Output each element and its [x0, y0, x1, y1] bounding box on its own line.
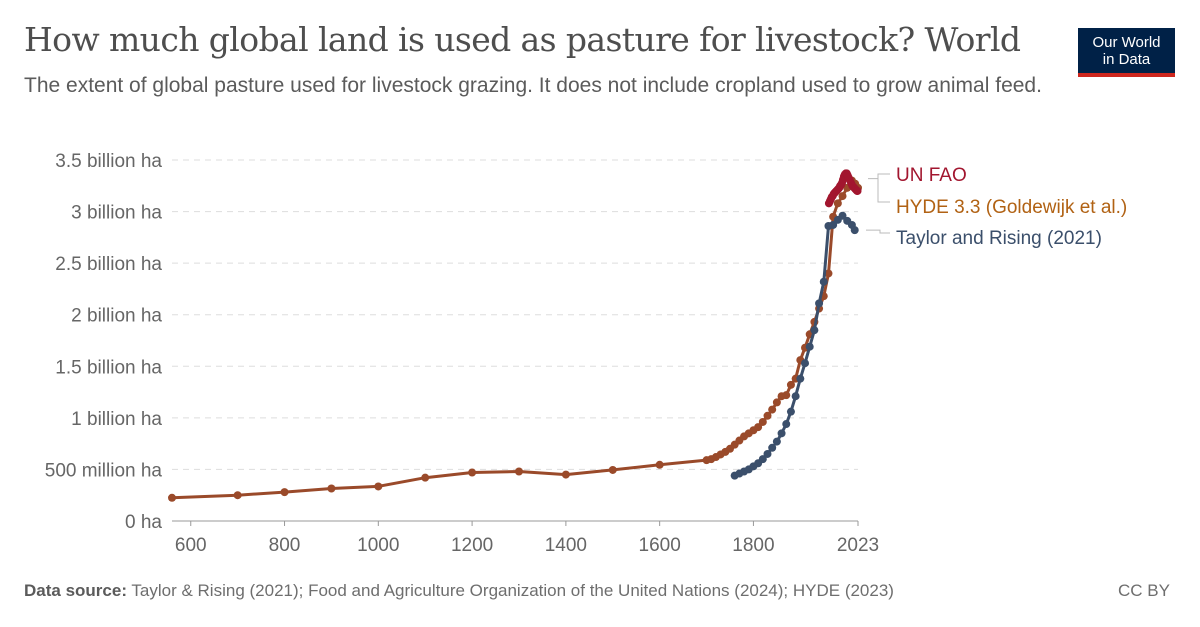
x-tick-label: 1000 — [357, 535, 399, 556]
x-tick-label: 1400 — [545, 535, 587, 556]
logo-accent-bar — [1078, 73, 1175, 77]
gridlines — [172, 159, 858, 470]
legend-label: Taylor and Rising (2021) — [896, 228, 1102, 249]
data-point — [327, 484, 336, 493]
y-tick-label: 2 billion ha — [71, 306, 162, 327]
legend-label: HYDE 3.3 (Goldewijk et al.) — [896, 197, 1127, 218]
data-point — [754, 423, 763, 432]
data-point — [608, 465, 617, 474]
data-point — [810, 326, 819, 335]
data-point — [833, 199, 842, 208]
data-source-text: Taylor & Rising (2021); Food and Agricul… — [126, 581, 894, 600]
data-point — [853, 186, 862, 195]
data-point — [772, 398, 781, 407]
x-axis: 600 800 1000 1200 1400 1600 1800 2023 — [172, 520, 879, 556]
y-tick-label: 1.5 billion ha — [55, 357, 162, 378]
series-1 — [824, 169, 862, 208]
x-tick-label: 2023 — [837, 535, 879, 556]
data-point — [782, 420, 791, 429]
x-tick-label: 800 — [269, 535, 301, 556]
y-tick-label: 2.5 billion ha — [55, 254, 162, 275]
data-point — [786, 407, 795, 416]
data-point — [561, 470, 570, 479]
data-point — [233, 491, 242, 500]
data-source-label: Data source: — [24, 581, 127, 600]
series-line — [171, 179, 860, 500]
data-point — [791, 392, 800, 401]
data-point — [829, 220, 838, 229]
legend-connector — [868, 173, 890, 203]
data-point — [768, 405, 777, 414]
series-lines — [168, 169, 862, 502]
logo-line-2: in Data — [1102, 51, 1151, 68]
data-point — [280, 488, 289, 497]
data-point — [819, 277, 828, 286]
logo-line-1: Our World — [1092, 34, 1161, 51]
data-point — [786, 380, 795, 389]
y-tick-label: 3.5 billion ha — [55, 151, 162, 172]
y-tick-label: 500 million ha — [45, 460, 163, 481]
data-point — [801, 359, 810, 368]
license-link[interactable]: CC BY — [1118, 581, 1170, 600]
x-tick-label: 1600 — [639, 535, 681, 556]
y-tick-label: 1 billion ha — [71, 409, 162, 430]
y-tick-label: 3 billion ha — [71, 203, 162, 224]
data-point — [796, 374, 805, 383]
data-point — [850, 226, 859, 235]
series-0 — [168, 176, 862, 502]
data-point — [838, 211, 847, 220]
series-line — [734, 214, 857, 477]
data-point — [777, 429, 786, 438]
legend-label: UN FAO — [896, 165, 967, 186]
data-source: Data source: Taylor & Rising (2021); Foo… — [24, 581, 894, 601]
legend-connector — [866, 229, 890, 234]
series-2 — [730, 211, 859, 480]
data-point — [168, 493, 176, 502]
data-point — [763, 449, 772, 458]
legend: UN FAO HYDE 3.3 (Goldewijk et al.) Taylor … — [866, 165, 1127, 249]
data-point — [514, 467, 523, 476]
data-point — [758, 455, 767, 464]
data-point — [768, 443, 777, 452]
data-point — [815, 299, 824, 308]
data-point — [763, 411, 772, 420]
data-point — [782, 391, 791, 400]
data-point — [655, 460, 664, 469]
data-point — [838, 192, 847, 201]
chart-title: How much global land is used as pasture … — [24, 20, 1021, 59]
data-point — [758, 417, 767, 426]
data-point — [824, 269, 833, 278]
owid-logo[interactable]: Our World in Data — [1078, 28, 1175, 77]
x-tick-label: 600 — [175, 535, 207, 556]
chart-subtitle: The extent of global pasture used for li… — [24, 74, 1042, 97]
data-point — [374, 482, 383, 491]
data-point — [421, 473, 430, 482]
data-point — [805, 342, 814, 351]
y-axis: 0 ha 500 million ha 1 billion ha 1.5 billio… — [45, 151, 163, 533]
y-tick-label: 0 ha — [125, 512, 162, 533]
data-point — [772, 437, 781, 446]
data-point — [468, 468, 477, 477]
x-tick-label: 1800 — [732, 535, 774, 556]
x-tick-label: 1200 — [451, 535, 493, 556]
